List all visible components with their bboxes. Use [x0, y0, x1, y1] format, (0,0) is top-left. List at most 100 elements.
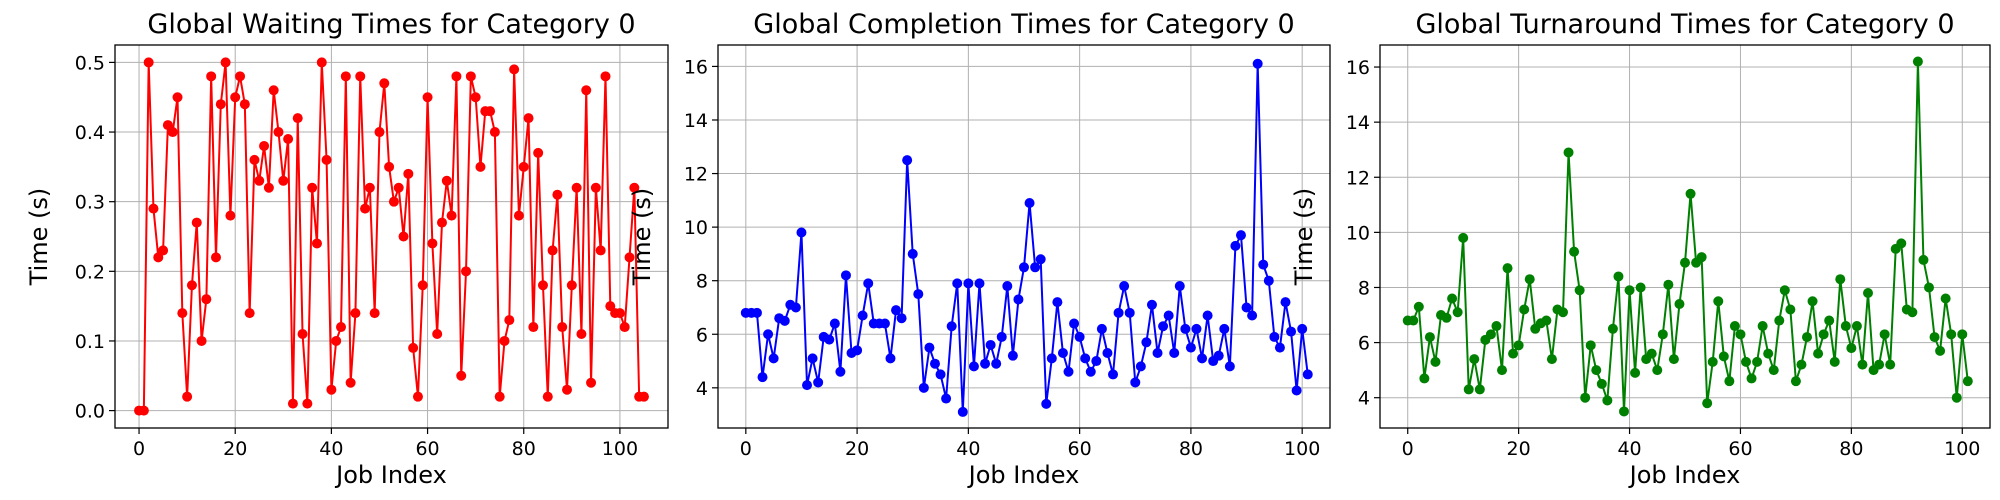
data-point — [902, 155, 913, 166]
data-point — [1857, 359, 1868, 370]
data-point — [1230, 240, 1241, 251]
data-point — [751, 307, 762, 318]
data-point — [316, 57, 327, 68]
data-point — [1779, 285, 1790, 296]
data-point — [311, 238, 322, 249]
x-tick-label: 100 — [602, 438, 638, 460]
data-point — [412, 391, 423, 402]
data-point — [1002, 281, 1013, 292]
data-point — [1452, 307, 1463, 318]
x-tick-label: 80 — [512, 438, 536, 460]
data-point — [1052, 297, 1063, 308]
y-tick-label: 0.4 — [75, 122, 105, 144]
data-point — [980, 358, 991, 369]
data-point — [595, 245, 606, 256]
x-tick-label: 60 — [1728, 438, 1752, 460]
data-point — [475, 161, 486, 172]
data-point — [263, 182, 274, 193]
data-point — [1912, 56, 1923, 67]
y-axis-label: Time (s) — [25, 188, 53, 287]
data-point — [1630, 367, 1641, 378]
data-point — [504, 315, 515, 326]
data-point — [206, 71, 217, 82]
data-point — [523, 113, 534, 124]
data-point — [1235, 230, 1246, 241]
y-tick-label: 0.2 — [75, 261, 105, 283]
data-point — [1635, 282, 1646, 293]
data-point — [220, 57, 231, 68]
data-point — [557, 322, 568, 333]
chart-title: Global Turnaround Times for Category 0 — [1416, 9, 1955, 40]
y-axis-label: Time (s) — [1290, 188, 1318, 287]
x-tick-label: 40 — [1617, 438, 1641, 460]
data-point — [172, 92, 183, 103]
data-point — [885, 353, 896, 364]
gridlines — [1380, 45, 1990, 428]
data-point — [355, 71, 366, 82]
data-point — [1946, 329, 1957, 340]
data-point — [1596, 378, 1607, 389]
data-point — [1146, 299, 1157, 310]
data-point — [1763, 348, 1774, 359]
data-point — [384, 161, 395, 172]
data-point — [1851, 321, 1862, 332]
data-point — [1108, 369, 1119, 380]
x-tick-label: 20 — [1507, 438, 1531, 460]
data-point — [1580, 392, 1591, 403]
series-line — [139, 61, 644, 412]
y-tick-label: 6 — [1358, 333, 1370, 355]
data-point — [461, 266, 472, 277]
data-point — [918, 382, 929, 393]
data-point — [1430, 356, 1441, 367]
data-point — [614, 308, 625, 319]
data-point — [1007, 350, 1018, 361]
data-point — [446, 210, 457, 221]
data-point — [369, 308, 380, 319]
data-point — [1080, 353, 1091, 364]
data-point — [835, 366, 846, 377]
data-point — [600, 71, 611, 82]
data-point — [244, 308, 255, 319]
data-point — [1696, 252, 1707, 263]
data-point — [162, 120, 173, 131]
data-point — [1413, 301, 1424, 312]
y-tick-label: 0.1 — [75, 331, 105, 353]
data-point — [1141, 337, 1152, 348]
data-point — [374, 127, 385, 138]
data-point — [340, 71, 351, 82]
data-point — [287, 398, 298, 409]
data-point — [1491, 321, 1502, 332]
data-point — [547, 245, 558, 256]
data-point — [796, 227, 807, 238]
data-point — [494, 391, 505, 402]
data-point — [1030, 262, 1041, 273]
data-point — [952, 278, 963, 289]
data-point — [1768, 365, 1779, 376]
data-point — [1668, 354, 1679, 365]
x-tick-label: 0 — [740, 438, 752, 460]
data-point — [1790, 376, 1801, 387]
x-tick-label: 80 — [1839, 438, 1863, 460]
x-axis-label: Job Index — [1628, 461, 1741, 489]
data-point — [528, 322, 539, 333]
data-point — [432, 328, 443, 339]
data-point — [239, 99, 250, 110]
data-point — [1057, 348, 1068, 359]
data-point — [576, 328, 587, 339]
data-point — [1469, 354, 1480, 365]
data-point — [1096, 323, 1107, 334]
y-tick-label: 14 — [684, 110, 708, 132]
data-points — [1402, 56, 1973, 417]
data-point — [624, 252, 635, 263]
data-point — [1441, 312, 1452, 323]
data-point — [1746, 373, 1757, 384]
data-point — [441, 175, 452, 186]
data-point — [422, 92, 433, 103]
data-point — [1935, 345, 1946, 356]
data-point — [1085, 366, 1096, 377]
data-point — [991, 358, 1002, 369]
data-point — [1680, 257, 1690, 268]
data-point — [1152, 348, 1163, 359]
waiting-times-panel: Global Waiting Times for Category 0 Job … — [25, 9, 669, 489]
data-point — [489, 127, 500, 138]
